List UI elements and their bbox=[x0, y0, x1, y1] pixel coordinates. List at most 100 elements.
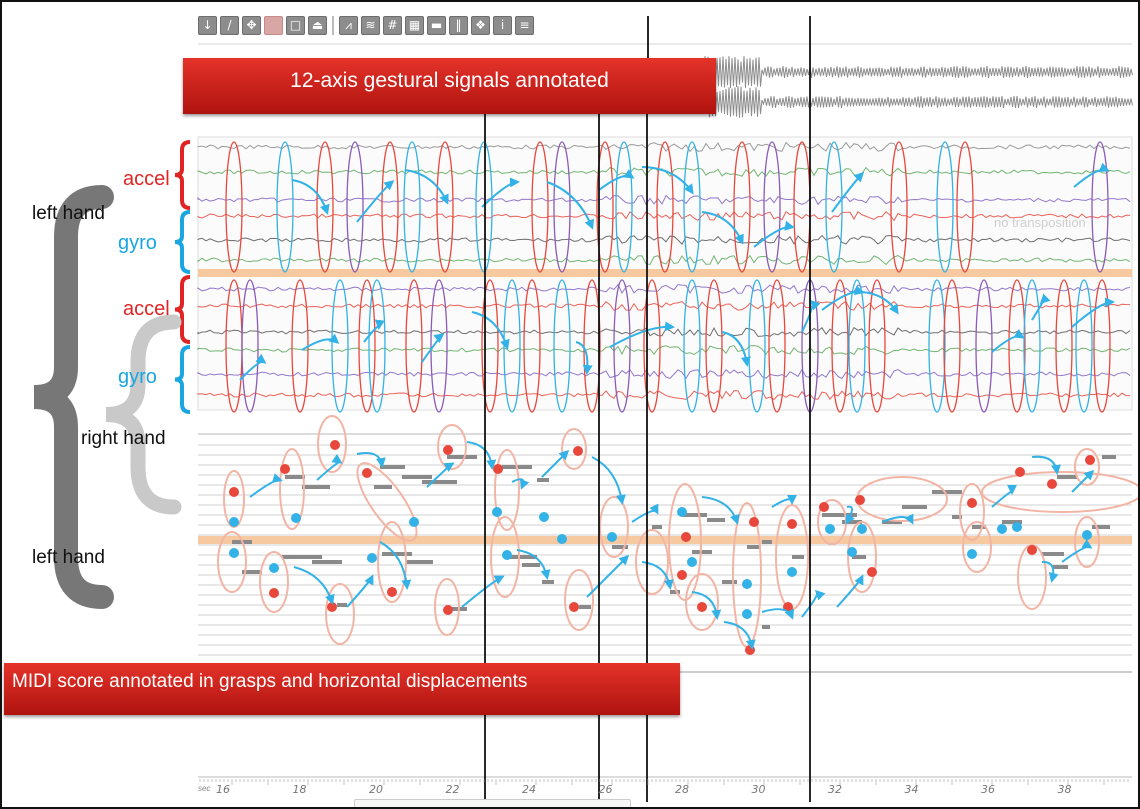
window-icon[interactable]: □ bbox=[286, 16, 305, 35]
grasp-blue-dot bbox=[742, 579, 752, 589]
gesture-ellipse bbox=[733, 141, 751, 273]
timeline-icon[interactable]: ▬ bbox=[427, 16, 446, 35]
grasp-outline bbox=[1074, 516, 1100, 568]
gesture-ellipse bbox=[975, 279, 993, 413]
displacement-arrow bbox=[356, 452, 386, 468]
displacement-arrow bbox=[346, 574, 374, 608]
time-unit-label: sec bbox=[198, 784, 211, 793]
grasp-outline bbox=[1074, 448, 1100, 486]
horizontal-scrollbar[interactable] bbox=[354, 799, 631, 807]
record-tool-icon[interactable] bbox=[264, 16, 283, 35]
midi-note-bar bbox=[707, 518, 725, 522]
menu-icon[interactable]: ≡ bbox=[515, 16, 534, 35]
grasp-red-dot bbox=[330, 440, 340, 450]
displacement-arrow bbox=[701, 496, 740, 525]
plugin-icon[interactable]: ❖ bbox=[471, 16, 490, 35]
grasp-blue-dot bbox=[229, 517, 239, 527]
midi-note-bar bbox=[382, 552, 412, 556]
displacement-arrow bbox=[516, 549, 551, 580]
midi-note-bar bbox=[882, 520, 902, 524]
midi-note-bar bbox=[1052, 565, 1068, 569]
bottom-banner: MIDI score annotated in grasps and horiz… bbox=[4, 663, 680, 715]
midi-note-bar bbox=[374, 485, 392, 489]
left-hand-top-label: left hand bbox=[32, 203, 105, 224]
midi-note-bar bbox=[902, 505, 927, 509]
spectrogram-icon[interactable]: ▦ bbox=[405, 16, 424, 35]
gesture-ellipse bbox=[613, 279, 631, 413]
gesture-arrow bbox=[404, 169, 449, 205]
gyro-bottom-label: gyro bbox=[118, 366, 157, 388]
displacement-arrow bbox=[631, 503, 659, 523]
midi-note-bar bbox=[282, 555, 322, 559]
grasp-outline bbox=[856, 476, 948, 522]
gesture-ellipse bbox=[225, 141, 243, 273]
gesture-ellipse bbox=[316, 141, 334, 273]
info-icon[interactable]: i bbox=[493, 16, 512, 35]
gesture-ellipse bbox=[1008, 279, 1026, 413]
gesture-ellipse bbox=[1075, 279, 1093, 413]
gesture-ellipse bbox=[768, 279, 786, 413]
midi-note-bar bbox=[652, 525, 662, 529]
sensor-signal-trace bbox=[197, 166, 1131, 178]
gesture-ellipse bbox=[436, 141, 454, 273]
gesture-arrow bbox=[609, 321, 675, 348]
grasp-outline bbox=[847, 521, 877, 593]
gesture-arrow bbox=[356, 180, 395, 223]
midi-note-bar bbox=[579, 605, 591, 609]
grasp-blue-dot bbox=[825, 524, 835, 534]
gesture-ellipse bbox=[936, 141, 954, 273]
cursor-tool-icon[interactable]: ↓ bbox=[198, 16, 217, 35]
midi-note-bar bbox=[242, 570, 262, 574]
grasp-red-dot bbox=[787, 519, 797, 529]
grasp-outline bbox=[599, 496, 629, 558]
grid-icon[interactable]: # bbox=[383, 16, 402, 35]
gesture-arrow bbox=[291, 179, 330, 215]
layers-icon[interactable]: ≋ bbox=[361, 16, 380, 35]
gesture-arrow bbox=[851, 290, 899, 315]
grasp-outline bbox=[561, 428, 587, 470]
grasp-blue-dot bbox=[291, 513, 301, 523]
grasp-blue-dot bbox=[847, 547, 857, 557]
midi-note-bar bbox=[405, 560, 433, 564]
gesture-ellipse bbox=[748, 279, 766, 413]
sensor-signal-trace bbox=[197, 210, 1131, 222]
grasp-red-dot bbox=[387, 587, 397, 597]
displacement-arrow bbox=[293, 566, 335, 605]
grasp-blue-dot bbox=[269, 563, 279, 573]
gesture-arrow bbox=[481, 177, 520, 208]
midi-note-bar bbox=[747, 545, 759, 549]
pencil-tool-icon[interactable]: / bbox=[220, 16, 239, 35]
gesture-ellipse bbox=[358, 279, 376, 413]
gesture-ellipse bbox=[241, 279, 259, 413]
midi-note-bar bbox=[972, 525, 986, 529]
gesture-ellipse bbox=[825, 141, 843, 273]
displacement-arrow bbox=[461, 575, 505, 608]
axis-group-brace bbox=[174, 345, 191, 414]
accel-top-label: accel bbox=[123, 168, 170, 190]
split-icon[interactable]: ‖ bbox=[449, 16, 468, 35]
displacement-arrow bbox=[845, 505, 855, 525]
waveform-icon[interactable]: ⩘ bbox=[339, 16, 358, 35]
gesture-arrow bbox=[991, 329, 1025, 353]
midi-note-bar bbox=[1002, 520, 1022, 524]
lock-icon[interactable]: ⏏ bbox=[308, 16, 327, 35]
gesture-arrow bbox=[801, 299, 821, 333]
grasp-red-dot bbox=[1047, 479, 1057, 489]
time-tick-label: 38 bbox=[1057, 783, 1072, 796]
time-tick-label: 32 bbox=[828, 783, 842, 796]
gesture-ellipse bbox=[553, 141, 571, 273]
gesture-ellipse bbox=[763, 141, 781, 273]
grasp-outline bbox=[685, 573, 719, 631]
move-tool-icon[interactable]: ✥ bbox=[242, 16, 261, 35]
midi-note-bar bbox=[612, 545, 628, 549]
midi-note-bar bbox=[1042, 552, 1064, 556]
gesture-ellipse bbox=[523, 279, 541, 413]
grasp-red-dot bbox=[677, 570, 687, 580]
gesture-ellipse bbox=[705, 279, 723, 413]
gesture-arrow bbox=[301, 333, 340, 351]
time-tick-label: 36 bbox=[981, 783, 995, 796]
midi-note-bar bbox=[1057, 475, 1077, 479]
midi-note-bar bbox=[380, 465, 405, 469]
